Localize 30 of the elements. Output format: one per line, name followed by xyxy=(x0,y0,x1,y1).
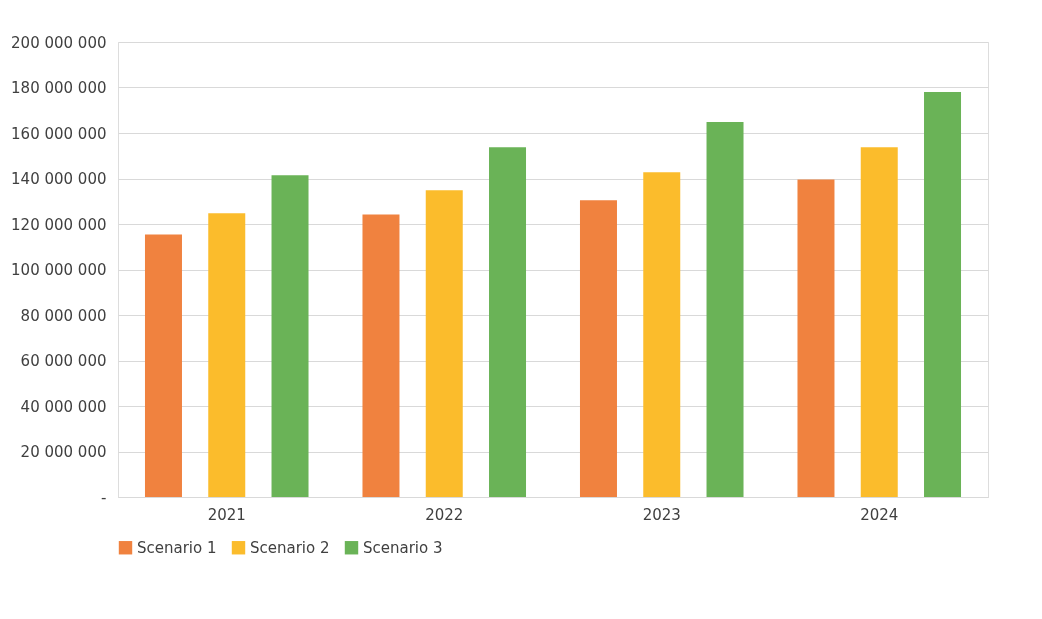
bar xyxy=(144,234,182,497)
bar xyxy=(643,172,681,497)
bar xyxy=(860,147,898,497)
bar xyxy=(489,147,527,497)
y-tick-label: - xyxy=(101,488,107,507)
y-tick-label: 200 000 000 xyxy=(11,33,107,52)
x-tick-label: 2022 xyxy=(425,505,464,524)
x-tick-label: 2024 xyxy=(860,505,899,524)
legend-label: Scenario 2 xyxy=(250,538,330,557)
x-tick-label: 2023 xyxy=(642,505,681,524)
bar xyxy=(924,92,962,497)
bar xyxy=(706,122,744,497)
bar xyxy=(579,200,617,497)
y-tick-label: 160 000 000 xyxy=(11,124,107,143)
y-tick-label: 80 000 000 xyxy=(20,306,107,325)
y-tick-label: 40 000 000 xyxy=(20,397,107,416)
y-tick-label: 120 000 000 xyxy=(11,215,107,234)
bar xyxy=(425,190,463,497)
bar xyxy=(362,214,400,497)
y-tick-label: 140 000 000 xyxy=(11,170,107,188)
y-tick-label: 180 000 000 xyxy=(11,79,107,97)
legend-label: Scenario 1 xyxy=(137,538,217,557)
bar xyxy=(208,213,246,497)
legend-label: Scenario 3 xyxy=(363,538,443,557)
y-tick-label: 60 000 000 xyxy=(20,352,107,370)
y-tick-label: 20 000 000 xyxy=(20,443,107,461)
bar xyxy=(797,179,835,497)
x-tick-label: 2021 xyxy=(207,505,246,524)
y-tick-label: 100 000 000 xyxy=(11,261,107,279)
bar xyxy=(271,175,309,497)
